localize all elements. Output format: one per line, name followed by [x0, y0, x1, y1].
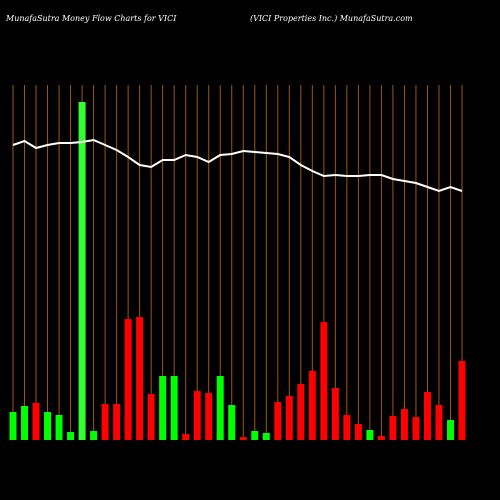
bar [78, 102, 86, 440]
bar [101, 404, 109, 440]
bar [354, 424, 362, 440]
bar [90, 431, 98, 440]
bar [32, 403, 40, 440]
bar [446, 420, 454, 440]
bar [113, 404, 121, 440]
chart-title: MunafaSutra Money Flow Charts for VICI [5, 14, 177, 23]
bar [170, 376, 178, 440]
bar [136, 317, 144, 440]
bar [44, 412, 52, 440]
bar [274, 402, 282, 440]
bar [251, 431, 259, 440]
chart-subtitle: (VICI Properties Inc.) MunafaSutra.com [250, 14, 413, 23]
bar [435, 405, 443, 440]
bar [159, 376, 167, 440]
bar [331, 388, 339, 440]
bar [205, 393, 213, 440]
bar [193, 391, 201, 440]
bar [285, 396, 293, 440]
bar [400, 409, 408, 440]
bar [308, 371, 316, 440]
bar [262, 433, 270, 440]
bar [55, 415, 63, 440]
bar [239, 437, 247, 440]
bar [389, 416, 397, 440]
bar [297, 384, 305, 440]
price-line [12, 138, 463, 193]
bar [228, 405, 236, 440]
bar [423, 392, 431, 440]
bar [458, 361, 466, 440]
bar [320, 322, 328, 440]
bar [21, 406, 29, 440]
bar [182, 434, 190, 440]
bar [124, 319, 132, 440]
bar [9, 412, 17, 440]
bar [412, 417, 420, 440]
bar [377, 436, 385, 440]
bar [343, 415, 351, 440]
bar [366, 430, 374, 440]
bar [67, 432, 75, 440]
bar [147, 394, 155, 440]
bar [216, 376, 224, 440]
